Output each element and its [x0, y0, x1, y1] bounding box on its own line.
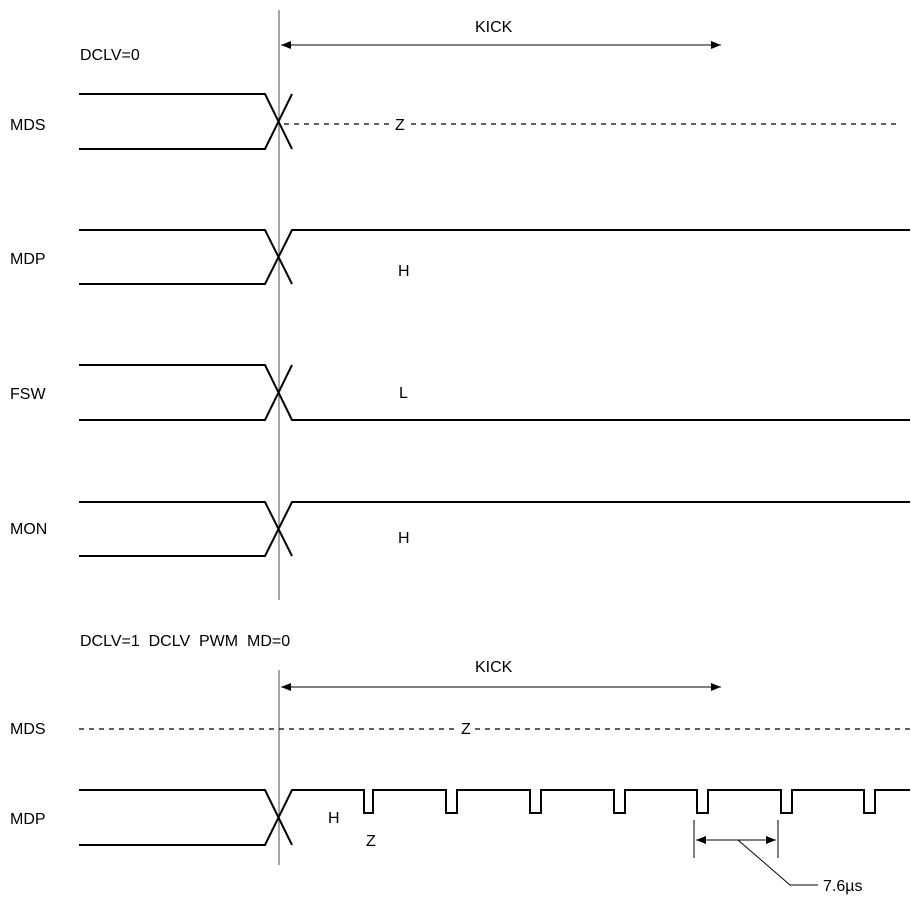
period-leader-line	[737, 839, 818, 886]
fsw-waveform	[79, 364, 910, 421]
section2-condition: DCLV=1 DCLV PWM MD=0	[80, 633, 290, 650]
mdp2-pulse-z-label: Z	[366, 833, 376, 850]
signal-name-mds-2: MDS	[10, 721, 46, 738]
mdp-state-label: H	[398, 263, 410, 280]
mdp-waveform	[79, 229, 910, 285]
mdp2-waveform	[79, 789, 910, 846]
signal-name-fsw: FSW	[10, 386, 46, 403]
mds-waveform-before	[79, 93, 293, 150]
signal-name-mds: MDS	[10, 117, 46, 134]
signal-name-mdp-2: MDP	[10, 811, 46, 828]
section1-kick-label: KICK	[475, 19, 513, 36]
mdp2-high-label: H	[328, 810, 340, 827]
signal-name-mdp: MDP	[10, 251, 46, 268]
section1-condition: DCLV=0	[80, 47, 140, 64]
mon-waveform	[79, 501, 910, 557]
section2-kick-label: KICK	[475, 659, 513, 676]
mon-state-label: H	[398, 530, 410, 547]
mds2-state-label: Z	[461, 721, 471, 738]
signal-name-mon: MON	[10, 521, 47, 538]
mds-state-label: Z	[395, 117, 405, 134]
fsw-state-label: L	[399, 385, 408, 402]
period-label: 7.6µs	[823, 878, 862, 895]
